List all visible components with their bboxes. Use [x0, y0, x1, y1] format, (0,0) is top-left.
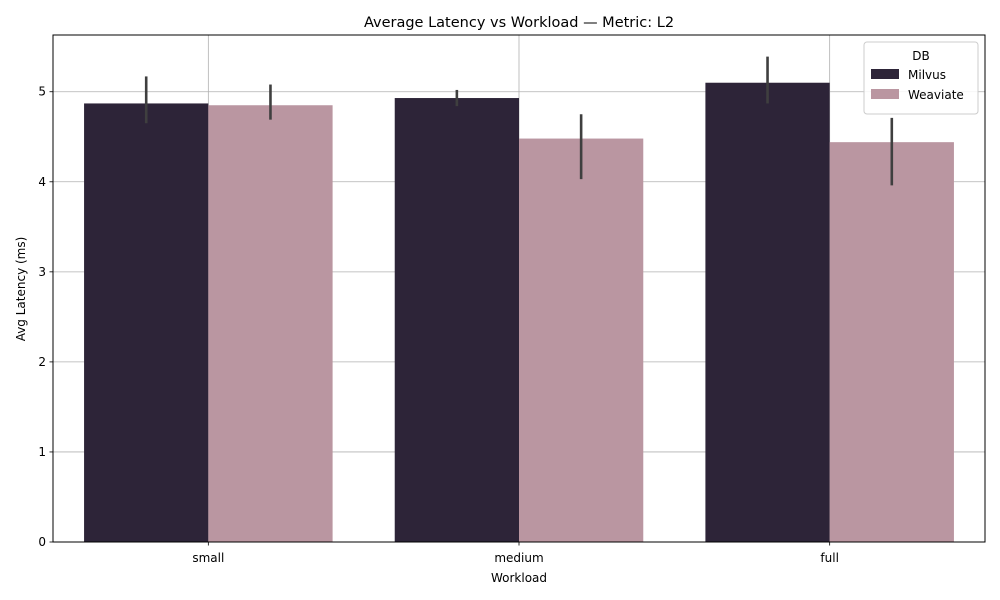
- legend-title: DB: [912, 49, 929, 63]
- bar-milvus-medium: [394, 98, 519, 543]
- x-axis-label: Workload: [491, 571, 547, 585]
- y-tick-label: 1: [38, 445, 46, 459]
- y-axis-ticks: 0 1 2 3 4 5: [38, 85, 53, 549]
- x-axis-ticks: small medium full: [192, 542, 839, 565]
- bars: [84, 82, 954, 543]
- x-tick-label: small: [192, 551, 224, 565]
- bar-weaviate-small: [208, 105, 333, 542]
- x-tick-label: full: [820, 551, 839, 565]
- x-tick-label: medium: [494, 551, 543, 565]
- y-tick-label: 5: [38, 85, 46, 99]
- chart-title: Average Latency vs Workload — Metric: L2: [364, 15, 674, 31]
- y-tick-label: 4: [38, 175, 46, 189]
- y-tick-label: 3: [38, 265, 46, 279]
- bar-weaviate-medium: [519, 138, 644, 542]
- y-axis-label: Avg Latency (ms): [14, 237, 28, 342]
- legend-swatch-milvus: [871, 69, 899, 79]
- legend-label-milvus: Milvus: [908, 68, 946, 82]
- bar-milvus-small: [84, 103, 209, 543]
- y-tick-label: 0: [38, 535, 46, 549]
- error-bars: [144, 56, 894, 186]
- y-tick-label: 2: [38, 355, 46, 369]
- bar-milvus-full: [705, 82, 830, 542]
- legend: DB Milvus Weaviate: [863, 41, 979, 115]
- bar-weaviate-full: [829, 142, 954, 543]
- legend-swatch-weaviate: [871, 89, 899, 99]
- legend-label-weaviate: Weaviate: [908, 88, 964, 102]
